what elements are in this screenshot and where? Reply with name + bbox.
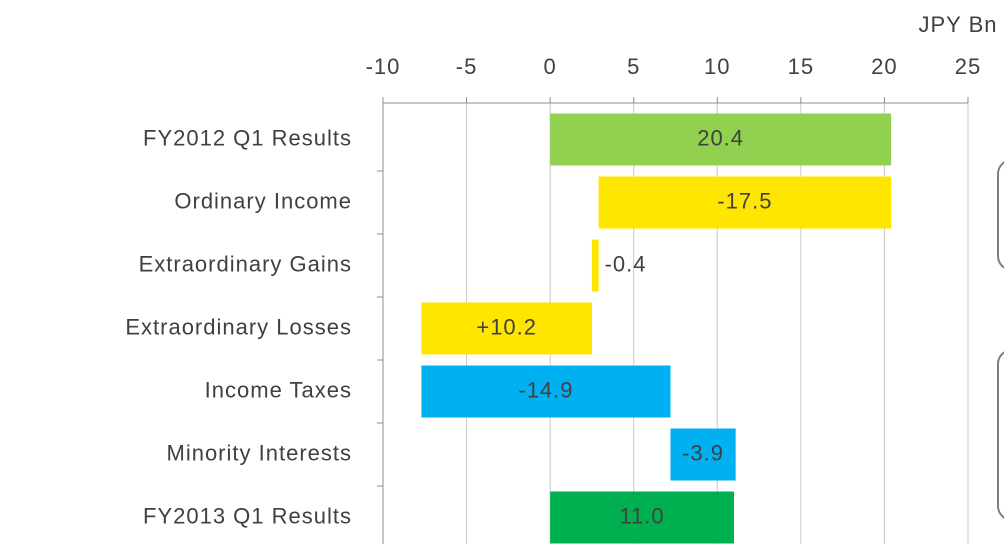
x-tick-label: -10 <box>366 54 401 79</box>
bar <box>670 428 736 481</box>
data-label: -17.5 <box>717 188 772 213</box>
x-tick-label: 25 <box>955 54 981 79</box>
bar <box>591 239 599 292</box>
x-tick-label: -5 <box>456 54 478 79</box>
bar <box>421 302 592 355</box>
bar <box>550 491 734 544</box>
callout-box <box>997 161 1004 269</box>
y-tick-label: Minority Interests <box>167 440 353 465</box>
y-tick-label: FY2013 Q1 Results <box>143 503 352 528</box>
bar <box>550 113 892 166</box>
data-label: 11.0 <box>619 503 664 528</box>
y-tick-label: Extraordinary Gains <box>139 251 352 276</box>
x-tick-label: 15 <box>788 54 814 79</box>
axis-label: JPY Bn <box>919 12 998 37</box>
x-tick-label: 20 <box>871 54 897 79</box>
y-tick-label: Ordinary Income <box>174 188 352 213</box>
y-tick-label: Income Taxes <box>205 377 352 402</box>
data-label: -3.9 <box>682 440 724 465</box>
data-label: +10.2 <box>476 314 537 339</box>
data-label: 20.4 <box>697 125 744 150</box>
data-label: -14.9 <box>518 377 573 402</box>
x-tick-label: 0 <box>544 54 557 79</box>
y-tick-label: Extraordinary Losses <box>125 314 352 339</box>
data-label: -0.4 <box>605 251 647 276</box>
x-tick-label: 10 <box>704 54 730 79</box>
x-tick-label: 5 <box>627 54 640 79</box>
y-tick-label: FY2012 Q1 Results <box>143 125 352 150</box>
bar <box>421 365 671 418</box>
callout-box <box>997 351 1004 519</box>
bar <box>598 176 892 229</box>
